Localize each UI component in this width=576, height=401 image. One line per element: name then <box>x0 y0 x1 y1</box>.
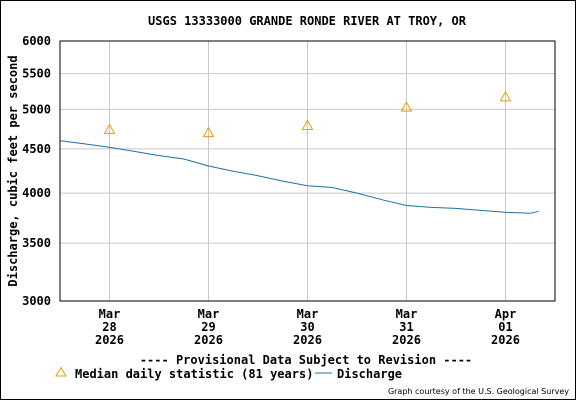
y-tick-label: 5500 <box>22 67 51 81</box>
median-marker <box>400 101 413 112</box>
series-layer <box>59 90 539 214</box>
x-tick-label: Mar <box>297 307 319 321</box>
x-tick-label: 28 <box>102 320 116 334</box>
x-tick-label: 2026 <box>95 333 124 347</box>
legend: Median daily statistic (81 years) Discha… <box>55 366 402 381</box>
chart-title: USGS 13333000 GRANDE RONDE RIVER AT TROY… <box>148 14 467 28</box>
legend-median-label: Median daily statistic (81 years) <box>75 367 313 381</box>
y-tick-label: 3500 <box>22 236 51 250</box>
median-marker <box>301 119 314 130</box>
credit-text: Graph courtesy of the U.S. Geological Su… <box>388 387 569 396</box>
x-tick-label: 29 <box>201 320 215 334</box>
x-tick-label: 2026 <box>491 333 520 347</box>
discharge-series-line <box>59 140 539 214</box>
legend-discharge-label: Discharge <box>337 367 402 381</box>
median-marker <box>202 126 215 138</box>
x-tick-label: 2026 <box>392 333 421 347</box>
x-tick-label: 01 <box>498 320 512 334</box>
y-axis-label: Discharge, cubic feet per second <box>6 55 20 286</box>
y-tick-label: 5000 <box>22 102 51 116</box>
x-tick-label: Apr <box>495 307 517 321</box>
legend-median-marker <box>55 366 67 377</box>
median-marker <box>499 90 512 102</box>
grid-lines <box>60 41 555 301</box>
y-tick-label: 3000 <box>22 294 51 308</box>
y-tick-label: 4500 <box>22 142 51 156</box>
plot-border <box>59 40 556 302</box>
y-tick-label: 4000 <box>22 186 51 200</box>
x-tick-label: 2026 <box>194 333 223 347</box>
x-tick-label: 31 <box>399 320 413 334</box>
x-tick-label: Mar <box>396 307 418 321</box>
x-tick-labels: Mar282026Mar292026Mar302026Mar312026Apr0… <box>95 307 520 347</box>
provisional-note: ---- Provisional Data Subject to Revisio… <box>140 353 472 367</box>
median-marker <box>103 123 116 134</box>
x-tick-label: Mar <box>99 307 121 321</box>
x-tick-label: Mar <box>198 307 220 321</box>
y-tick-labels: 3000 3500 4000 4500 5000 5500 6000 <box>22 34 51 308</box>
x-tick-label: 30 <box>300 320 314 334</box>
x-tick-label: 2026 <box>293 333 322 347</box>
y-tick-label: 6000 <box>22 34 51 48</box>
